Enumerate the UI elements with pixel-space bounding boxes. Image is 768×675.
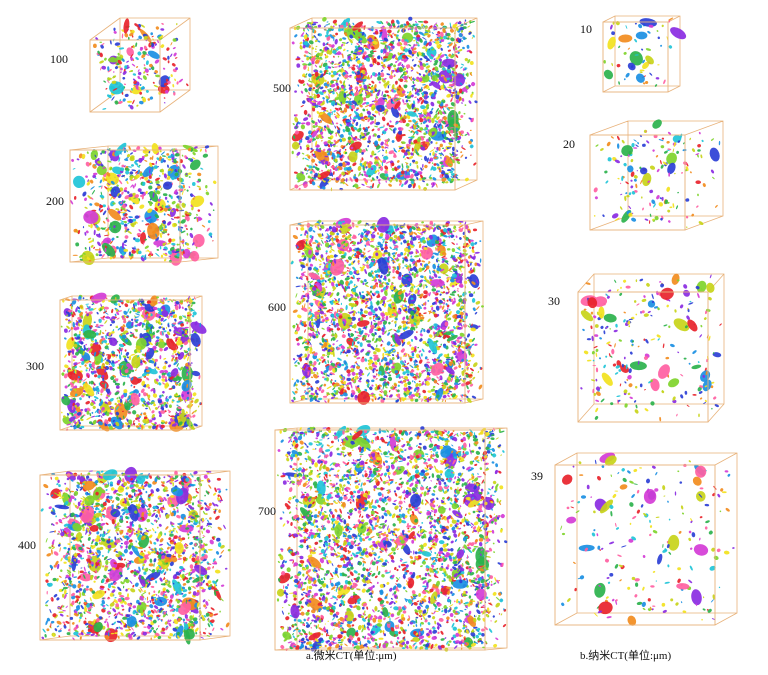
- micro-ct-volume-100: [89, 17, 191, 113]
- micro-ct-volume-400: [39, 466, 231, 645]
- micro-ct-volume-600-front-face: [289, 224, 466, 404]
- nano-size-label-30: 30: [548, 295, 560, 307]
- nano-ct-caption: b.纳米CT(单位:μm): [580, 651, 671, 662]
- nano-ct-volume-30: [577, 273, 725, 423]
- nano-ct-volume-39-back-edges: [554, 452, 738, 626]
- micro-ct-volume-100-front-face: [89, 39, 161, 113]
- micro-size-label-700: 700: [258, 505, 276, 517]
- nano-ct-volume-20-pores: [593, 119, 721, 229]
- nano-ct-volume-10: [602, 15, 687, 93]
- micro-ct-volume-200: [69, 142, 219, 266]
- micro-ct-volume-700-pores: [276, 424, 508, 652]
- nano-ct-volume-30-front-face: [577, 291, 709, 423]
- nano-ct-volume-20-back-edges: [589, 120, 724, 231]
- micro-size-label-600: 600: [268, 301, 286, 313]
- micro-ct-volume-500-front-face: [289, 27, 456, 191]
- micro-ct-volume-400-front-face: [39, 474, 201, 641]
- micro-ct-volume-300-front-face: [59, 299, 191, 431]
- nano-ct-volume-10-back-edges: [602, 15, 681, 93]
- micro-ct-volume-300-pores: [60, 292, 207, 432]
- nano-ct-volume-39: [554, 452, 738, 626]
- micro-size-label-200: 200: [46, 195, 64, 207]
- micro-size-label-100: 100: [50, 53, 68, 65]
- micro-ct-volume-600-back-edges: [289, 220, 484, 404]
- micro-ct-volume-200-pores: [70, 142, 217, 266]
- micro-ct-volume-400-back-edges: [39, 470, 231, 641]
- nano-size-label-10: 10: [580, 23, 592, 35]
- nano-size-label-20: 20: [563, 138, 575, 150]
- micro-ct-volume-600: [289, 216, 484, 405]
- micro-ct-volume-300: [59, 292, 207, 432]
- nano-size-label-39: 39: [531, 470, 543, 482]
- micro-ct-volume-700: [274, 424, 508, 652]
- nano-ct-volume-30-back-edges: [577, 273, 725, 423]
- micro-ct-volume-400-pores: [40, 466, 231, 645]
- nano-ct-volume-20-front-face: [589, 134, 686, 231]
- micro-ct-volume-500-pores: [291, 16, 478, 192]
- micro-ct-caption: a.微米CT(单位:μm): [306, 651, 397, 662]
- micro-ct-volume-200-back-edges: [69, 145, 219, 263]
- nano-ct-volume-10-pores: [603, 17, 687, 87]
- micro-ct-volume-600-pores: [290, 216, 484, 405]
- nano-ct-volume-20: [589, 119, 724, 231]
- micro-ct-volume-200-front-face: [69, 149, 181, 263]
- nano-ct-volume-39-front-face: [554, 464, 716, 626]
- micro-ct-volume-100-back-edges: [89, 17, 191, 113]
- micro-ct-volume-500: [289, 16, 478, 192]
- nano-ct-volume-30-pores: [580, 273, 722, 422]
- micro-ct-volume-100-pores: [92, 18, 189, 110]
- micro-ct-volume-500-back-edges: [289, 17, 478, 191]
- nano-ct-volume-39-pores: [560, 452, 735, 626]
- nano-ct-volume-10-front-face: [602, 21, 669, 93]
- micro-ct-volume-300-back-edges: [59, 295, 203, 431]
- micro-size-label-500: 500: [273, 82, 291, 94]
- micro-size-label-300: 300: [26, 360, 44, 372]
- micro-size-label-400: 400: [18, 539, 36, 551]
- micro-ct-volume-700-front-face: [274, 429, 486, 651]
